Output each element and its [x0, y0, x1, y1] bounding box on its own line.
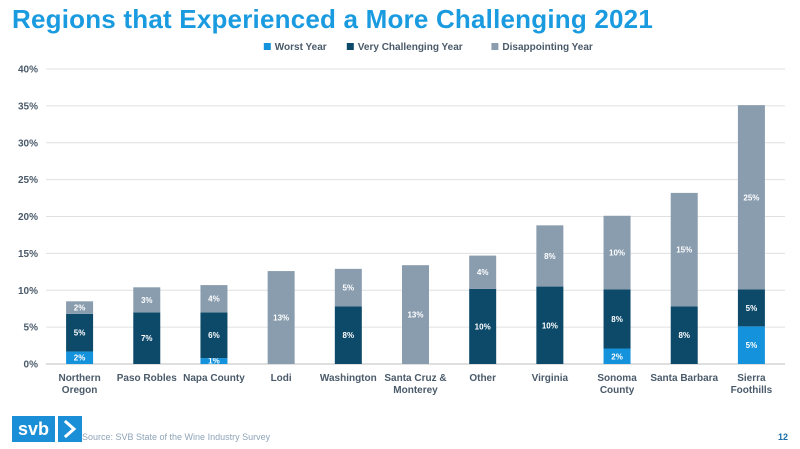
x-tick-label: Northern [58, 373, 100, 384]
data-label: 7% [141, 334, 153, 343]
logo-text: svb [12, 416, 56, 442]
x-tick-label: Virginia [532, 373, 569, 384]
x-tick-label: Oregon [62, 385, 98, 396]
x-tick-label: Other [469, 373, 496, 384]
bar-segment [469, 255, 497, 289]
bar-segment [66, 351, 94, 364]
bar-segment [603, 348, 631, 364]
y-tick-label: 35% [18, 101, 38, 112]
y-tick-label: 30% [18, 138, 38, 149]
page-number: 12 [777, 432, 788, 442]
data-label: 3% [141, 296, 153, 305]
x-tick-label: Napa County [183, 373, 245, 384]
legend-label: Very Challenging Year [358, 42, 463, 53]
bar-segment [66, 301, 94, 314]
bar-segment [737, 105, 765, 290]
page-title: Regions that Experienced a More Challeng… [12, 4, 653, 34]
bar-segment [603, 289, 631, 349]
y-tick-label: 15% [18, 249, 38, 260]
data-label: 5% [74, 329, 86, 338]
x-tick-label: Sonoma [597, 373, 637, 384]
data-label: 5% [746, 341, 758, 350]
data-label: 15% [676, 246, 692, 255]
y-tick-label: 20% [18, 212, 38, 223]
bar-segment [670, 192, 698, 307]
data-label: 5% [343, 284, 355, 293]
data-label: 2% [611, 352, 623, 361]
bar-segment [603, 215, 631, 290]
data-label: 5% [746, 304, 758, 313]
legend-label: Disappointing Year [502, 42, 592, 53]
bar-segment [536, 225, 564, 287]
data-label: 10% [542, 321, 558, 330]
bar-segment [200, 312, 228, 359]
bar-segment [66, 313, 94, 352]
x-tick-label: Monterey [393, 385, 438, 396]
bar-segment [402, 265, 429, 364]
y-tick-label: 40% [18, 65, 38, 76]
bar-segment [334, 306, 362, 364]
bar-segment [267, 271, 295, 364]
y-tick-label: 5% [24, 323, 39, 334]
y-tick-label: 10% [18, 286, 38, 297]
svb-logo: svb [12, 416, 83, 442]
x-tick-label: Washington [320, 373, 377, 384]
data-label: 8% [343, 331, 355, 340]
bar-segment [670, 306, 698, 364]
data-label: 8% [544, 252, 556, 261]
data-label: 2% [74, 354, 86, 363]
x-tick-label: County [600, 385, 635, 396]
bar-segment [200, 358, 228, 364]
legend-swatch [263, 43, 271, 50]
source-note: Source: SVB State of the Wine Industry S… [82, 432, 271, 442]
x-tick-label: Santa Cruz & [384, 373, 446, 384]
bar-segment [133, 312, 161, 364]
data-label: 2% [74, 304, 86, 313]
data-label: 6% [208, 331, 220, 340]
y-tick-label: 25% [18, 175, 38, 186]
chevron-right-icon [58, 416, 83, 442]
data-label: 13% [273, 314, 289, 323]
data-label: 10% [609, 249, 625, 258]
bar-segment [334, 268, 362, 307]
x-tick-label: Lodi [271, 373, 292, 384]
data-label: 4% [477, 268, 489, 277]
bar-segment [536, 286, 564, 364]
data-label: 13% [407, 311, 423, 320]
data-label: 8% [611, 315, 623, 324]
bar-segment [133, 287, 161, 313]
data-label: 25% [743, 193, 759, 202]
data-label: 10% [475, 322, 491, 331]
x-tick-label: Sierra [737, 373, 766, 384]
bar-segment [737, 289, 765, 327]
data-label: 8% [678, 331, 690, 340]
data-label: 4% [208, 295, 220, 304]
bar-segment [469, 288, 497, 364]
bar-segment [200, 285, 228, 313]
legend-label: Worst Year [275, 42, 327, 53]
legend-swatch [491, 43, 499, 50]
y-tick-label: 0% [24, 360, 39, 371]
x-tick-label: Paso Robles [117, 373, 177, 384]
x-tick-label: Santa Barbara [650, 373, 718, 384]
data-label: 1% [208, 357, 220, 366]
bar-segment [737, 326, 765, 364]
x-tick-label: Foothills [731, 385, 773, 396]
legend-swatch [346, 43, 354, 50]
